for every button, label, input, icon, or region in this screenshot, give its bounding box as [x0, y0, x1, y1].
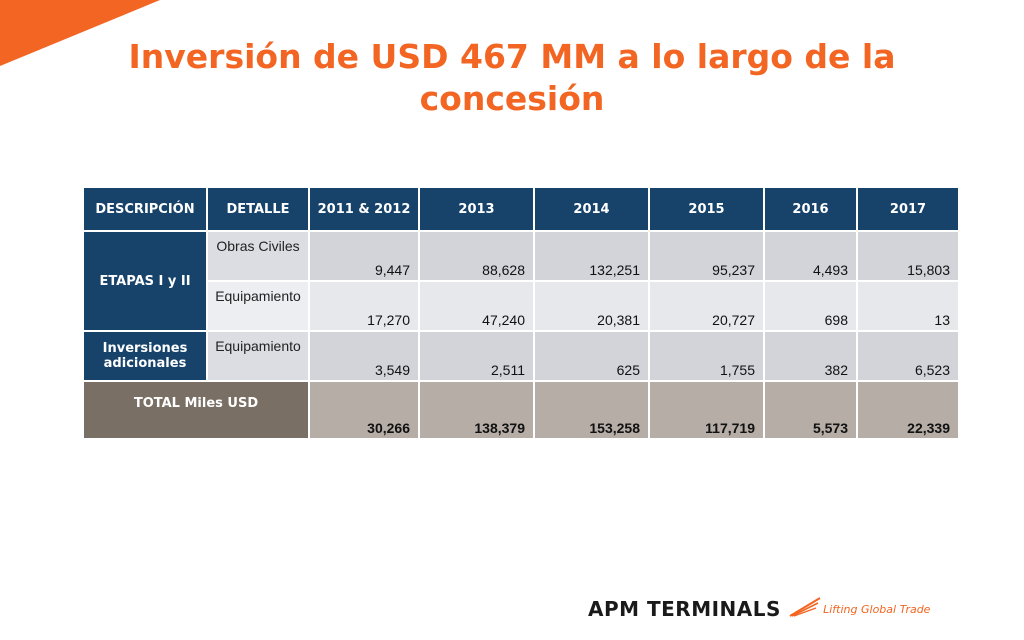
- value-cell: 15,803: [856, 230, 960, 282]
- company-logo: APM TERMINALS Lifting Global Trade: [588, 596, 930, 624]
- value-cell: 20,381: [533, 280, 650, 332]
- value-cell: 13: [856, 280, 960, 332]
- value-cell: 4,493: [763, 230, 858, 282]
- swoosh-icon: [788, 596, 822, 622]
- page-title: Inversión de USD 467 MM a lo largo de la…: [128, 37, 896, 118]
- total-value-cell: 138,379: [418, 380, 535, 440]
- total-row: TOTAL Miles USD 30,266 138,379 153,258 1…: [82, 380, 960, 440]
- value-cell: 2,511: [418, 330, 535, 382]
- table-row: Inversiones adicionales Equipamiento 3,5…: [82, 330, 960, 382]
- total-value-cell: 5,573: [763, 380, 858, 440]
- value-cell: 625: [533, 330, 650, 382]
- total-value-cell: 22,339: [856, 380, 960, 440]
- detail-cell: Equipamiento: [206, 280, 310, 332]
- value-cell: 698: [763, 280, 858, 332]
- total-value-cell: 30,266: [308, 380, 420, 440]
- column-header: 2013: [418, 186, 535, 232]
- value-cell: 1,755: [648, 330, 765, 382]
- detail-cell: Obras Civiles: [206, 230, 310, 282]
- table-row: ETAPAS I y II Obras Civiles 9,447 88,628…: [82, 230, 960, 332]
- value-cell: 6,523: [856, 330, 960, 382]
- value-cell: 17,270: [308, 280, 420, 332]
- column-header: DESCRIPCIÓN: [82, 186, 208, 232]
- total-value-cell: 153,258: [533, 380, 650, 440]
- logo-tagline: Lifting Global Trade: [823, 602, 931, 616]
- value-cell: 47,240: [418, 280, 535, 332]
- total-label: TOTAL Miles USD: [82, 380, 310, 440]
- table-header-row: DESCRIPCIÓN DETALLE 2011 & 2012 2013 201…: [82, 186, 960, 232]
- table-row: Equipamiento 17,270 47,240 20,381 20,727…: [83, 280, 960, 332]
- value-cell: 382: [763, 330, 858, 382]
- value-cell: 88,628: [418, 230, 535, 282]
- total-value-cell: 117,719: [648, 380, 765, 440]
- corner-accent-shape: [0, 0, 160, 66]
- value-cell: 20,727: [648, 280, 765, 332]
- value-cell: 9,447: [308, 230, 420, 282]
- column-header: DETALLE: [206, 186, 310, 232]
- group-label-etapas: ETAPAS I y II: [82, 230, 208, 332]
- logo-wordmark: APM TERMINALS: [588, 597, 781, 621]
- value-cell: 95,237: [648, 230, 765, 282]
- column-header: 2016: [763, 186, 858, 232]
- column-header: 2015: [648, 186, 765, 232]
- column-header: 2017: [856, 186, 960, 232]
- column-header: 2011 & 2012: [308, 186, 420, 232]
- value-cell: 3,549: [308, 330, 420, 382]
- value-cell: 132,251: [533, 230, 650, 282]
- column-header: 2014: [533, 186, 650, 232]
- investment-table: DESCRIPCIÓN DETALLE 2011 & 2012 2013 201…: [82, 186, 960, 440]
- detail-cell: Equipamiento: [206, 330, 310, 382]
- group-label-inversiones: Inversiones adicionales: [82, 330, 208, 382]
